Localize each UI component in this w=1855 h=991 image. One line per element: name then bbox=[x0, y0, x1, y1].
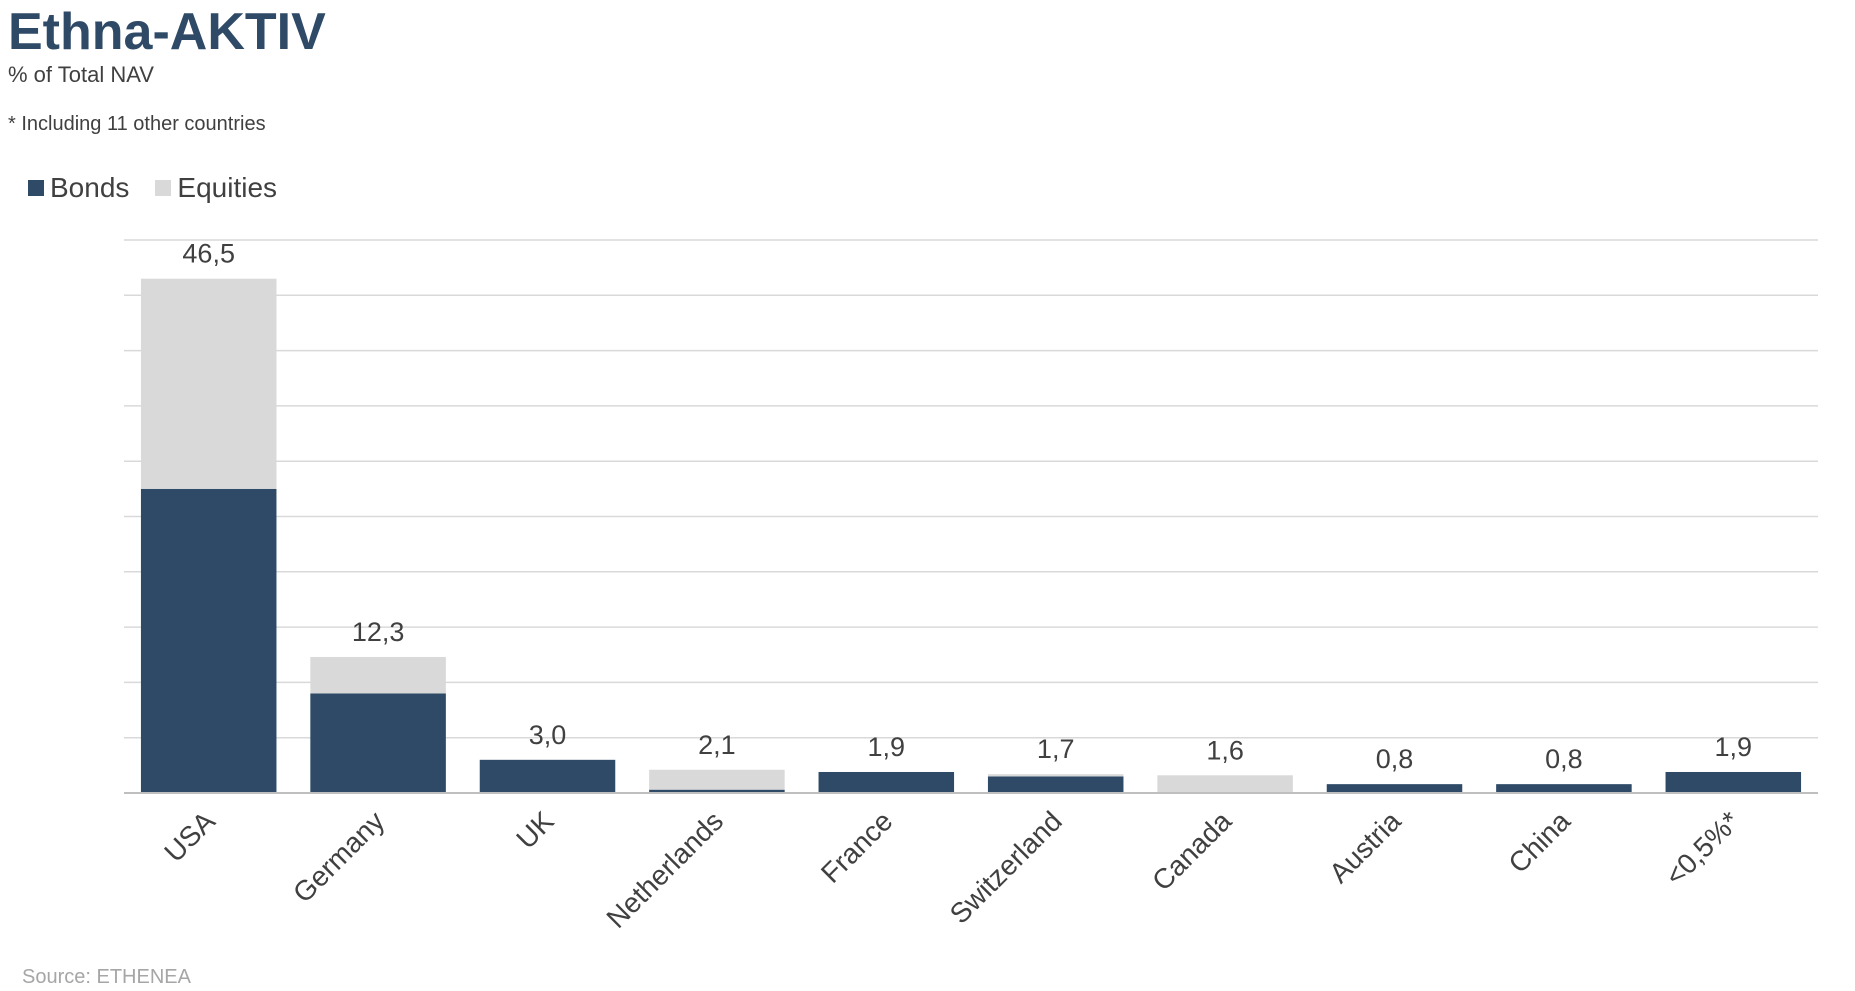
legend-swatch-equities bbox=[155, 180, 172, 196]
legend-swatch-bonds bbox=[28, 180, 44, 196]
data-label: 12,3 bbox=[352, 617, 405, 647]
bar-equities bbox=[987, 774, 1124, 777]
bar-bonds bbox=[479, 759, 616, 793]
data-label: 46,5 bbox=[182, 239, 235, 269]
legend: Bonds Equities bbox=[28, 172, 303, 204]
source-note: Source: ETHENEA bbox=[22, 966, 191, 988]
bar-equities bbox=[310, 656, 446, 694]
bar-bonds bbox=[140, 488, 277, 793]
bar-equities bbox=[140, 278, 277, 489]
bar-equities bbox=[649, 769, 785, 790]
x-tick-label: UK bbox=[510, 805, 560, 855]
chart-subtitle: % of Total NAV bbox=[8, 62, 154, 87]
legend-item-bonds: Bonds bbox=[28, 172, 129, 204]
data-label: 1,7 bbox=[1037, 734, 1075, 764]
chart-title: Ethna-AKTIV bbox=[8, 3, 326, 61]
x-tick-label: <0,5%* bbox=[1659, 805, 1745, 891]
data-label: 1,6 bbox=[1206, 735, 1244, 765]
x-tick-label: Germany bbox=[287, 805, 390, 908]
bar-bonds bbox=[818, 771, 955, 793]
data-label: 2,1 bbox=[698, 730, 736, 760]
chart-footnote: * Including 11 other countries bbox=[8, 113, 266, 135]
x-tick-label: Canada bbox=[1146, 805, 1238, 897]
x-tick-label: China bbox=[1502, 805, 1576, 879]
x-tick-label: Austria bbox=[1323, 805, 1407, 889]
x-tick-label: Netherlands bbox=[600, 805, 729, 934]
data-label: 0,8 bbox=[1545, 744, 1583, 774]
bar-equities bbox=[1157, 775, 1293, 793]
data-label: 1,9 bbox=[1715, 732, 1753, 762]
x-tick-label: France bbox=[815, 805, 899, 889]
x-tick-label: USA bbox=[158, 805, 221, 868]
legend-label-equities: Equities bbox=[177, 172, 278, 203]
bar-bonds bbox=[310, 693, 446, 793]
bar-bonds bbox=[649, 789, 785, 793]
bar-bonds bbox=[1665, 771, 1802, 793]
bar-bonds bbox=[1496, 784, 1632, 793]
data-label: 3,0 bbox=[529, 720, 567, 750]
bar-bonds bbox=[1326, 784, 1463, 793]
data-label: 1,9 bbox=[868, 732, 906, 762]
legend-item-equities: Equities bbox=[155, 172, 277, 204]
data-label: 0,8 bbox=[1376, 744, 1414, 774]
legend-label-bonds: Bonds bbox=[50, 172, 130, 203]
x-tick-label: Switzerland bbox=[944, 805, 1068, 929]
bar-bonds bbox=[987, 776, 1124, 793]
